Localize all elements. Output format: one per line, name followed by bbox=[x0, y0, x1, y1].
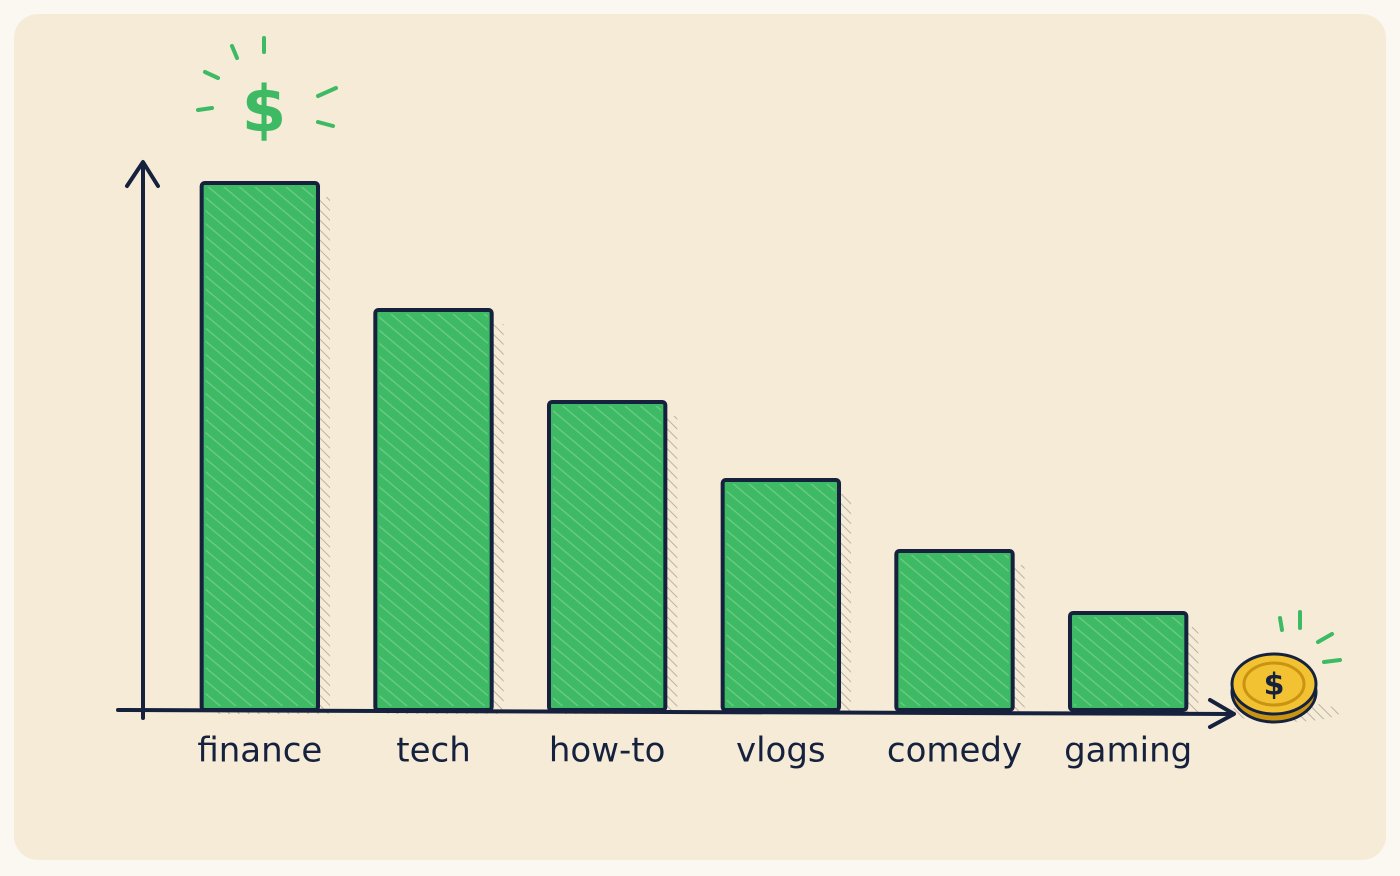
x-tick-label: finance bbox=[197, 731, 322, 771]
bar-texture bbox=[205, 187, 315, 706]
x-axis bbox=[116, 708, 1234, 716]
bar-texture bbox=[1073, 617, 1183, 706]
coin-dollar: $ bbox=[1264, 668, 1285, 703]
sparkle-top bbox=[196, 36, 338, 128]
coin-rim bbox=[1242, 661, 1306, 707]
sparkle-coin bbox=[1278, 610, 1342, 664]
bar-texture bbox=[379, 314, 488, 706]
dollar-icon: $ bbox=[242, 74, 287, 148]
x-tick-label: comedy bbox=[887, 731, 1022, 771]
bar-texture bbox=[726, 484, 836, 706]
x-tick-label: how-to bbox=[549, 731, 666, 771]
x-tick-label: vlogs bbox=[736, 731, 826, 771]
y-axis-arrow bbox=[125, 160, 160, 188]
bar-texture bbox=[552, 406, 662, 706]
bar-texture bbox=[900, 555, 1009, 706]
x-tick-label: tech bbox=[396, 731, 471, 771]
x-tick-label: gaming bbox=[1064, 731, 1192, 771]
paper bbox=[14, 14, 1386, 860]
